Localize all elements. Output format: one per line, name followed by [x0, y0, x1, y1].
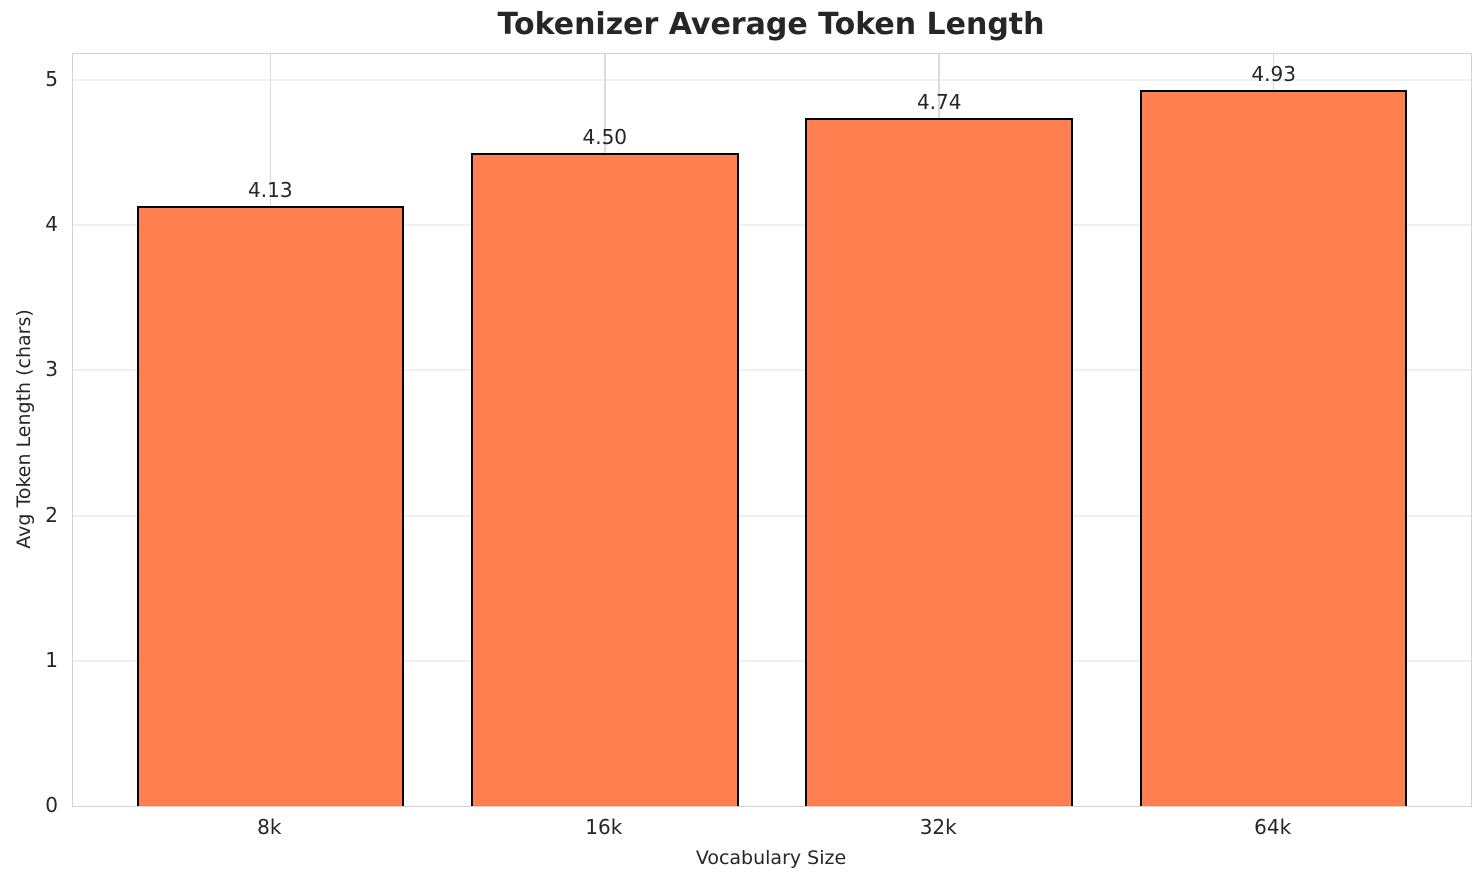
x-tick-label: 8k [257, 815, 282, 839]
gridline [73, 224, 1471, 227]
gridline [73, 79, 1471, 82]
y-tick-label: 2 [45, 502, 58, 527]
bar-value-label: 4.93 [1251, 62, 1296, 87]
y-tick-label: 4 [45, 212, 58, 237]
x-tick-label: 64k [1254, 815, 1292, 839]
bar-16k [470, 152, 739, 806]
plot-area: 4.13 4.50 4.74 4.93 [72, 53, 1472, 807]
bar-value-label: 4.74 [916, 89, 962, 114]
bar-value-label: 4.50 [582, 124, 628, 149]
bar-64k [1139, 90, 1408, 806]
gridline [73, 659, 1471, 662]
y-tick-label: 3 [45, 357, 58, 382]
gridline [73, 369, 1471, 372]
y-tick-label: 5 [45, 67, 58, 92]
bar-8k [136, 206, 405, 806]
chart-title: Tokenizer Average Token Length [497, 7, 1045, 42]
x-axis-label: Vocabulary Size [695, 847, 847, 869]
bar-32k [805, 117, 1073, 806]
x-tick-label: 16k [585, 815, 623, 839]
y-tick-label: 0 [45, 793, 58, 817]
bar-value-label: 4.13 [248, 178, 293, 203]
gridline [73, 514, 1471, 517]
y-axis-label: Avg Token Length (chars) [13, 309, 35, 549]
x-tick-label: 32k [919, 815, 957, 839]
y-tick-label: 1 [45, 647, 58, 672]
